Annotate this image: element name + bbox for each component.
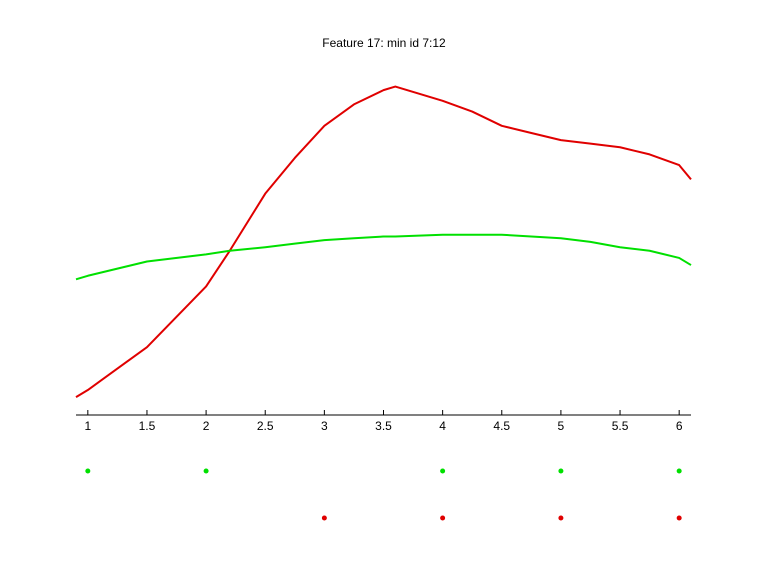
- x-tick-label: 5: [558, 419, 565, 433]
- x-tick-label: 3.5: [375, 419, 392, 433]
- line-series: [75, 85, 692, 399]
- x-tick-label: 6: [676, 419, 683, 433]
- x-tick-label: 1: [84, 419, 91, 433]
- line-series: [75, 233, 692, 281]
- x-tick-label: 1.5: [139, 419, 156, 433]
- point: [321, 515, 327, 521]
- point: [440, 515, 446, 521]
- point: [558, 515, 564, 521]
- point: [85, 468, 91, 474]
- x-tick-label: 2: [203, 419, 210, 433]
- x-tick-label: 4: [439, 419, 446, 433]
- point: [203, 468, 209, 474]
- point: [558, 468, 564, 474]
- point: [676, 468, 682, 474]
- point: [676, 515, 682, 521]
- x-tick-label: 4.5: [493, 419, 510, 433]
- x-tick-label: 2.5: [257, 419, 274, 433]
- x-tick-label: 3: [321, 419, 328, 433]
- x-tick-label: 5.5: [612, 419, 629, 433]
- chart-title: Feature 17: min id 7:12: [322, 36, 446, 50]
- point: [440, 468, 446, 474]
